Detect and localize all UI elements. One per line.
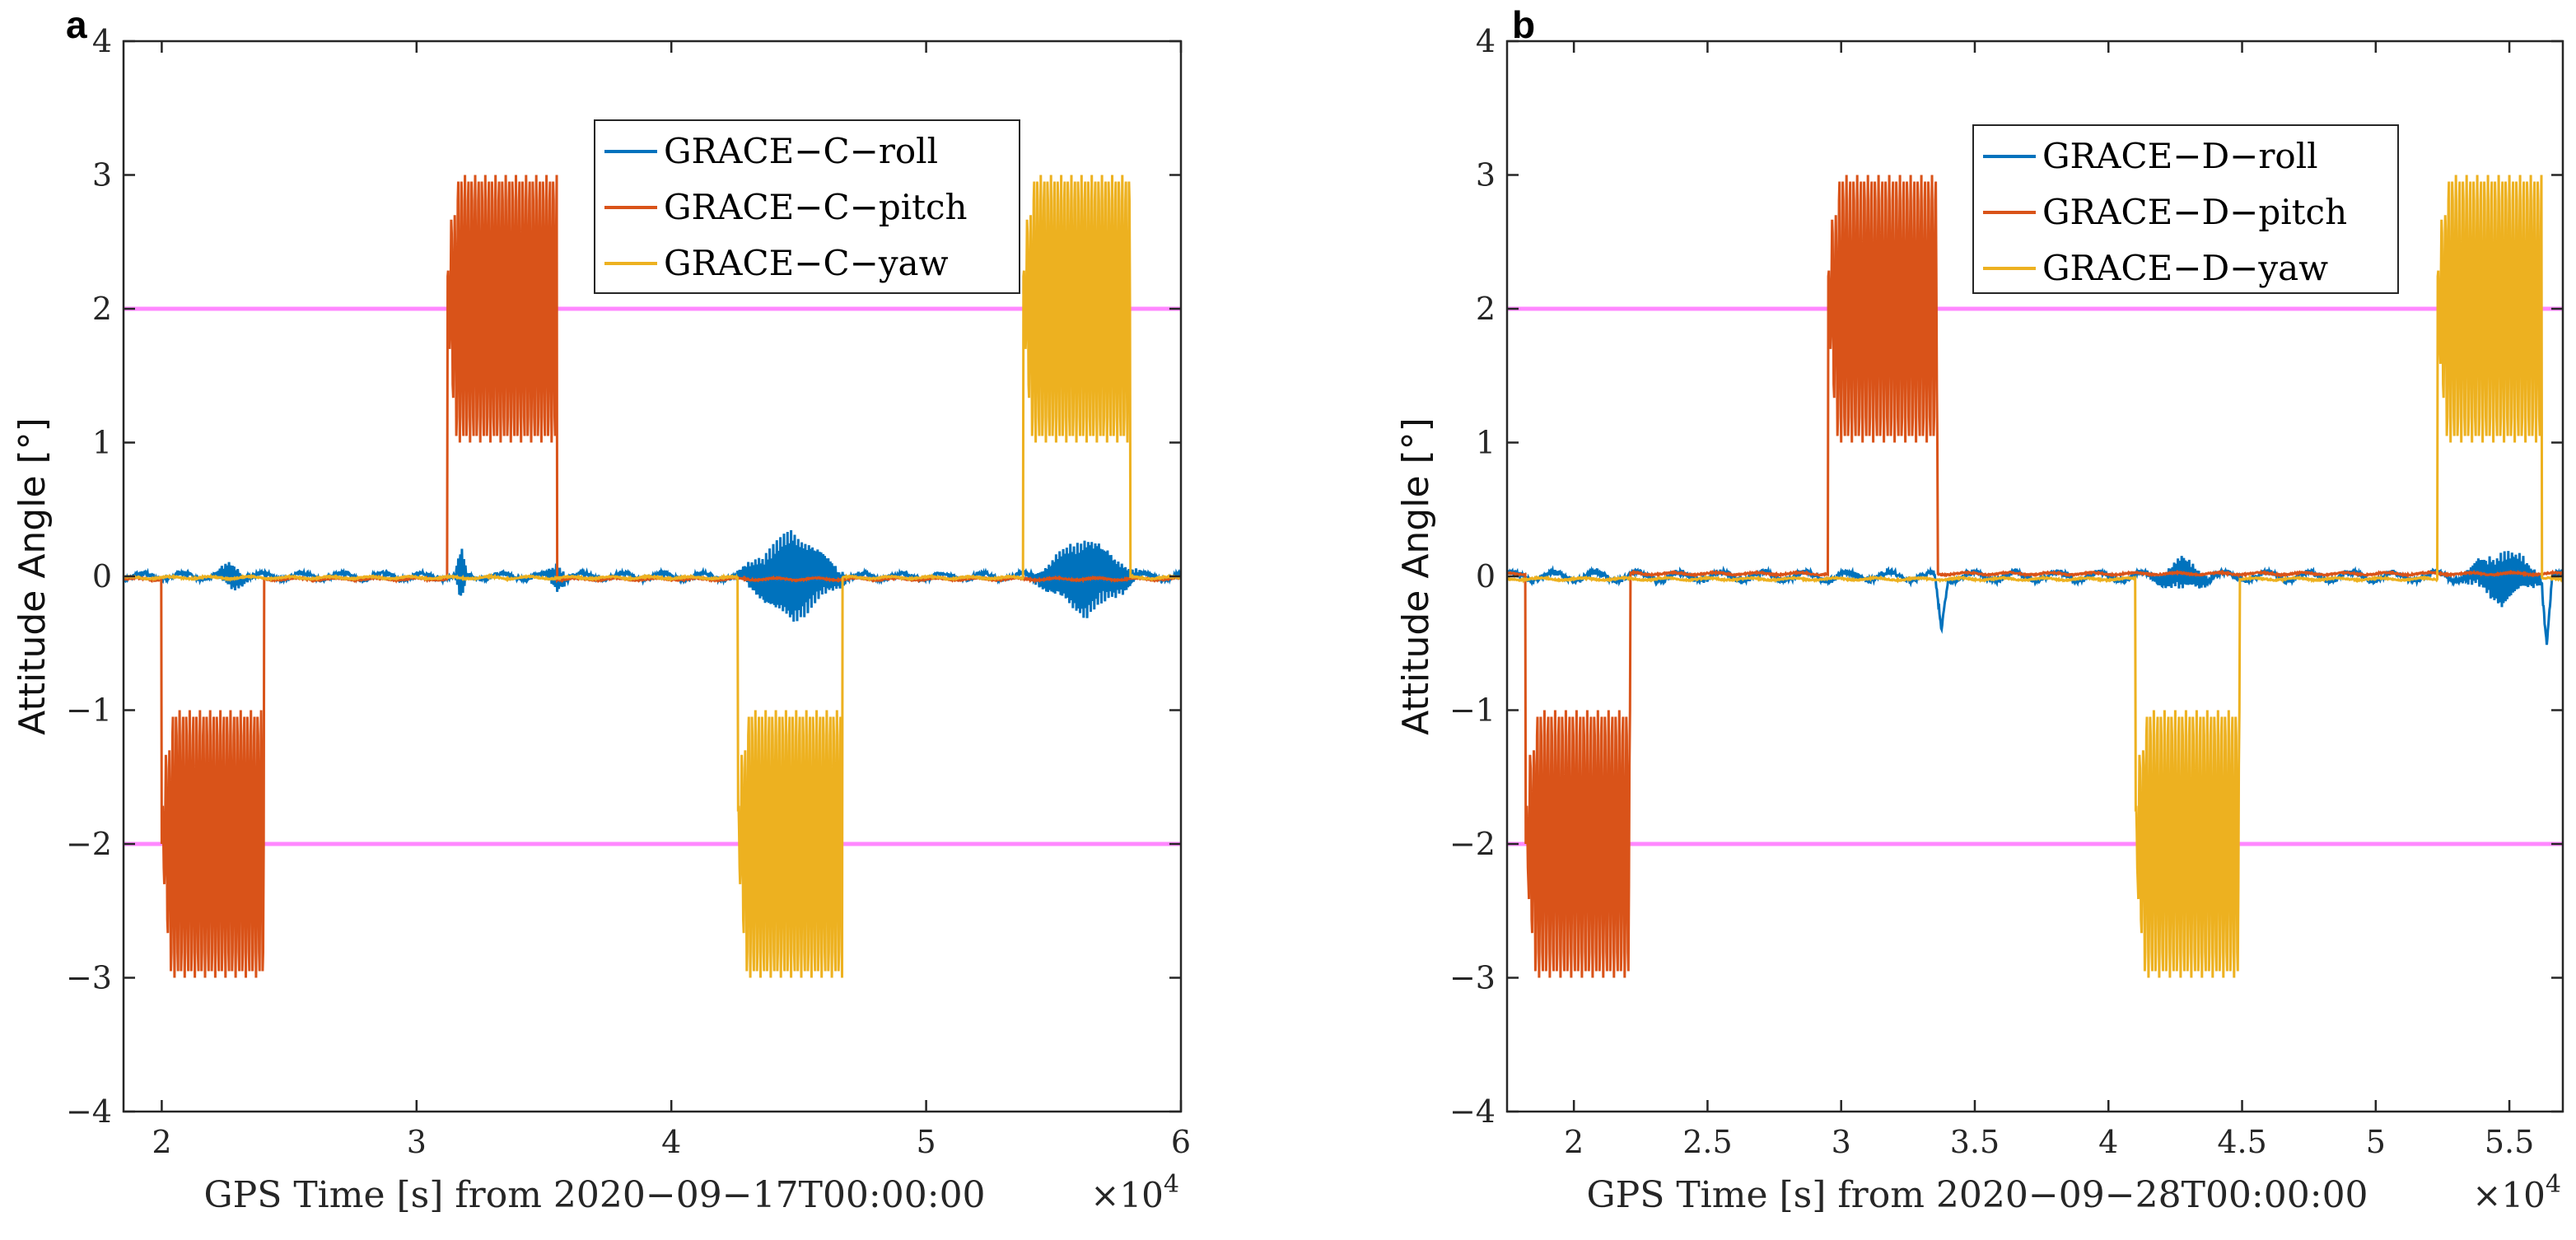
x-tick-label: 2.5 (1682, 1124, 1732, 1160)
y-tick-label: −3 (66, 960, 112, 996)
x-tick-label: 4 (2098, 1124, 2118, 1160)
legend: GRACE−C−roll GRACE−C−pitch GRACE−C−yaw (594, 119, 1020, 294)
y-axis-title: Attitude Angle [°] (1395, 417, 1437, 735)
legend-entry: GRACE−D−pitch (2042, 192, 2347, 232)
x-exponent: ×104 (2472, 1170, 2561, 1215)
y-tick-label: 4 (1476, 23, 1496, 59)
y-tick-label: 1 (92, 425, 112, 461)
legend: GRACE−D−roll GRACE−D−pitch GRACE−D−yaw (1972, 124, 2399, 294)
x-tick-label: 3 (407, 1124, 427, 1160)
x-exponent-power: 4 (1164, 1170, 1179, 1199)
x-exponent-power: 4 (2546, 1170, 2561, 1199)
x-axis-title: GPS Time [s] from 2020−09−17T00:00:00 (203, 1174, 985, 1216)
y-tick-label: −1 (66, 692, 112, 729)
y-tick-label: 2 (92, 291, 112, 327)
legend-entry: GRACE−C−pitch (664, 187, 968, 227)
y-tick-label: −3 (1449, 960, 1496, 996)
y-tick-label: 1 (1476, 425, 1496, 461)
legend-entry: GRACE−C−yaw (664, 243, 949, 283)
x-tick-label: 3.5 (1950, 1124, 2000, 1160)
x-tick-label: 4.5 (2217, 1124, 2266, 1160)
y-tick-label: −2 (66, 826, 112, 862)
y-tick-label: −4 (1449, 1093, 1496, 1130)
series-line-roll (1507, 551, 2563, 646)
y-tick-label: 0 (1476, 558, 1496, 594)
x-exponent: ×104 (1090, 1170, 1179, 1215)
y-tick-label: −4 (66, 1093, 112, 1130)
panel-b: −4 −3 −2 −1 0 1 2 3 4 2 2.5 3 3.5 4 4.5 5 5.5 GPS Time [s… (1395, 3, 2564, 1216)
legend-box (1972, 124, 2399, 294)
panel-a: −4 −3 −2 −1 0 1 2 3 4 2 3 4 5 6 GPS Time [s] from 2020… (12, 3, 1191, 1216)
legend-entry: GRACE−D−roll (2042, 136, 2318, 176)
y-tick-label: 4 (92, 23, 112, 59)
y-tick-label: 0 (92, 558, 112, 594)
legend-box (594, 119, 1020, 294)
y-axis-title: Attitude Angle [°] (12, 417, 54, 735)
legend-entry: GRACE−C−roll (664, 131, 938, 171)
x-tick-label: 3 (1832, 1124, 1851, 1160)
x-tick-label: 5 (2366, 1124, 2386, 1160)
series-line-yaw (1507, 175, 2563, 978)
x-exponent-base: ×10 (1090, 1175, 1164, 1215)
x-tick-label: 6 (1171, 1124, 1191, 1160)
x-tick-label: 4 (661, 1124, 681, 1160)
x-tick-label: 2 (152, 1124, 171, 1160)
y-tick-label: −2 (1449, 826, 1496, 862)
series-line-yaw (124, 175, 1181, 978)
series-line-pitch (1507, 175, 2563, 978)
y-tick-label: −1 (1449, 692, 1496, 729)
x-tick-label: 5.5 (2485, 1124, 2534, 1160)
y-tick-label: 3 (1476, 157, 1496, 193)
x-axis-title: GPS Time [s] from 2020−09−28T00:00:00 (1586, 1174, 2368, 1216)
x-tick-label: 5 (917, 1124, 936, 1160)
y-tick-label: 3 (92, 157, 112, 193)
x-tick-label: 2 (1564, 1124, 1584, 1160)
panel-label: b (1512, 3, 1535, 46)
y-tick-label: 2 (1476, 291, 1496, 327)
legend-entry: GRACE−D−yaw (2042, 248, 2328, 288)
x-exponent-base: ×10 (2472, 1175, 2546, 1215)
panel-label: a (66, 3, 87, 46)
